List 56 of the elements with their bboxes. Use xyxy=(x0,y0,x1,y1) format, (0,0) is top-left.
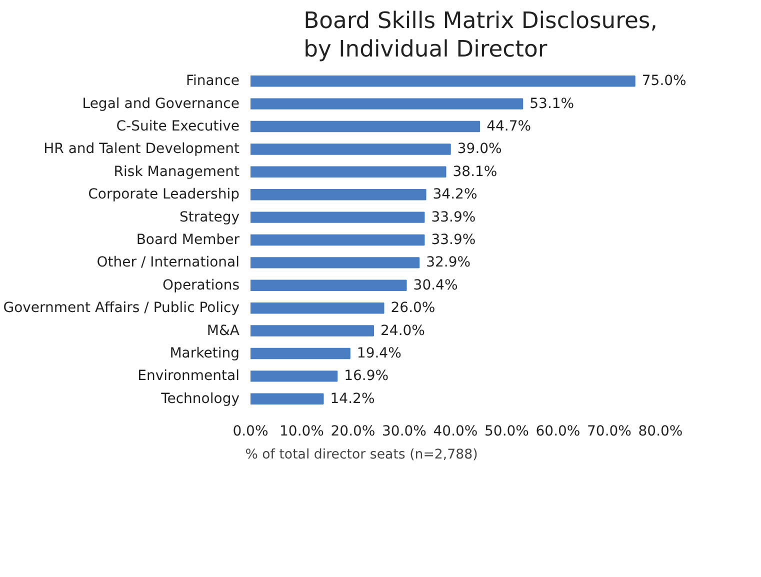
bar xyxy=(250,144,451,155)
bar xyxy=(250,325,374,336)
bar xyxy=(250,370,338,382)
y-tick-label: Government Affairs / Public Policy xyxy=(3,300,240,316)
x-tick-label: 70.0% xyxy=(587,424,632,440)
bar xyxy=(250,98,524,110)
y-tick-label: Board Member xyxy=(136,232,240,248)
y-tick-label: Other / International xyxy=(96,254,240,271)
data-label: 38.1% xyxy=(452,164,498,180)
x-tick-label: 0.0% xyxy=(232,424,268,440)
y-tick-label: Corporate Leadership xyxy=(88,186,240,203)
bar xyxy=(250,302,384,314)
data-label: 34.2% xyxy=(432,186,478,203)
data-label: 53.1% xyxy=(530,96,574,112)
data-label: 32.9% xyxy=(426,254,471,271)
y-tick-label: Technology xyxy=(160,390,240,407)
bar xyxy=(250,212,425,223)
data-label: 16.9% xyxy=(344,368,389,384)
x-tick-label: 50.0% xyxy=(484,424,529,440)
y-tick-label: Marketing xyxy=(170,345,240,362)
bar xyxy=(250,189,426,200)
data-label: 33.9% xyxy=(431,232,476,248)
bar xyxy=(250,234,425,246)
x-tick-label: 30.0% xyxy=(382,424,426,440)
x-tick-label: 40.0% xyxy=(433,424,478,440)
data-label: 24.0% xyxy=(380,322,425,339)
x-tick-label: 20.0% xyxy=(330,424,376,440)
x-tick-label: 60.0% xyxy=(536,424,580,440)
data-label: 14.2% xyxy=(330,390,375,407)
data-label: 19.4% xyxy=(356,345,402,362)
bar xyxy=(250,280,407,291)
data-label: 39.0% xyxy=(457,141,502,158)
data-label: 44.7% xyxy=(486,118,532,135)
data-label: 33.9% xyxy=(431,209,476,226)
x-tick-label: 80.0% xyxy=(638,424,683,440)
y-tick-label: C-Suite Executive xyxy=(116,118,240,135)
bar xyxy=(250,257,420,268)
y-tick-label: HR and Talent Development xyxy=(44,141,240,158)
y-tick-label: Legal and Governance xyxy=(82,96,240,112)
chart-title: Board Skills Matrix Disclosures, by Individual Director xyxy=(304,8,658,62)
x-tick-label: 10.0% xyxy=(280,424,324,440)
y-tick-label: M&A xyxy=(206,322,240,339)
data-label: 75.0% xyxy=(642,73,686,90)
bar xyxy=(250,393,324,404)
bar xyxy=(250,348,350,360)
y-tick-label: Strategy xyxy=(180,209,240,226)
y-tick-label: Environmental xyxy=(138,368,240,384)
y-tick-label: Operations xyxy=(162,277,240,294)
y-tick-label: Risk Management xyxy=(114,164,240,180)
bar xyxy=(250,166,446,178)
text: % of total director seats (n=2,788) xyxy=(245,448,478,462)
y-tick-label: Finance xyxy=(186,73,240,90)
data-label: 30.4% xyxy=(413,277,458,294)
data-label: 26.0% xyxy=(390,300,436,316)
bar xyxy=(250,76,636,87)
bar xyxy=(250,120,480,132)
